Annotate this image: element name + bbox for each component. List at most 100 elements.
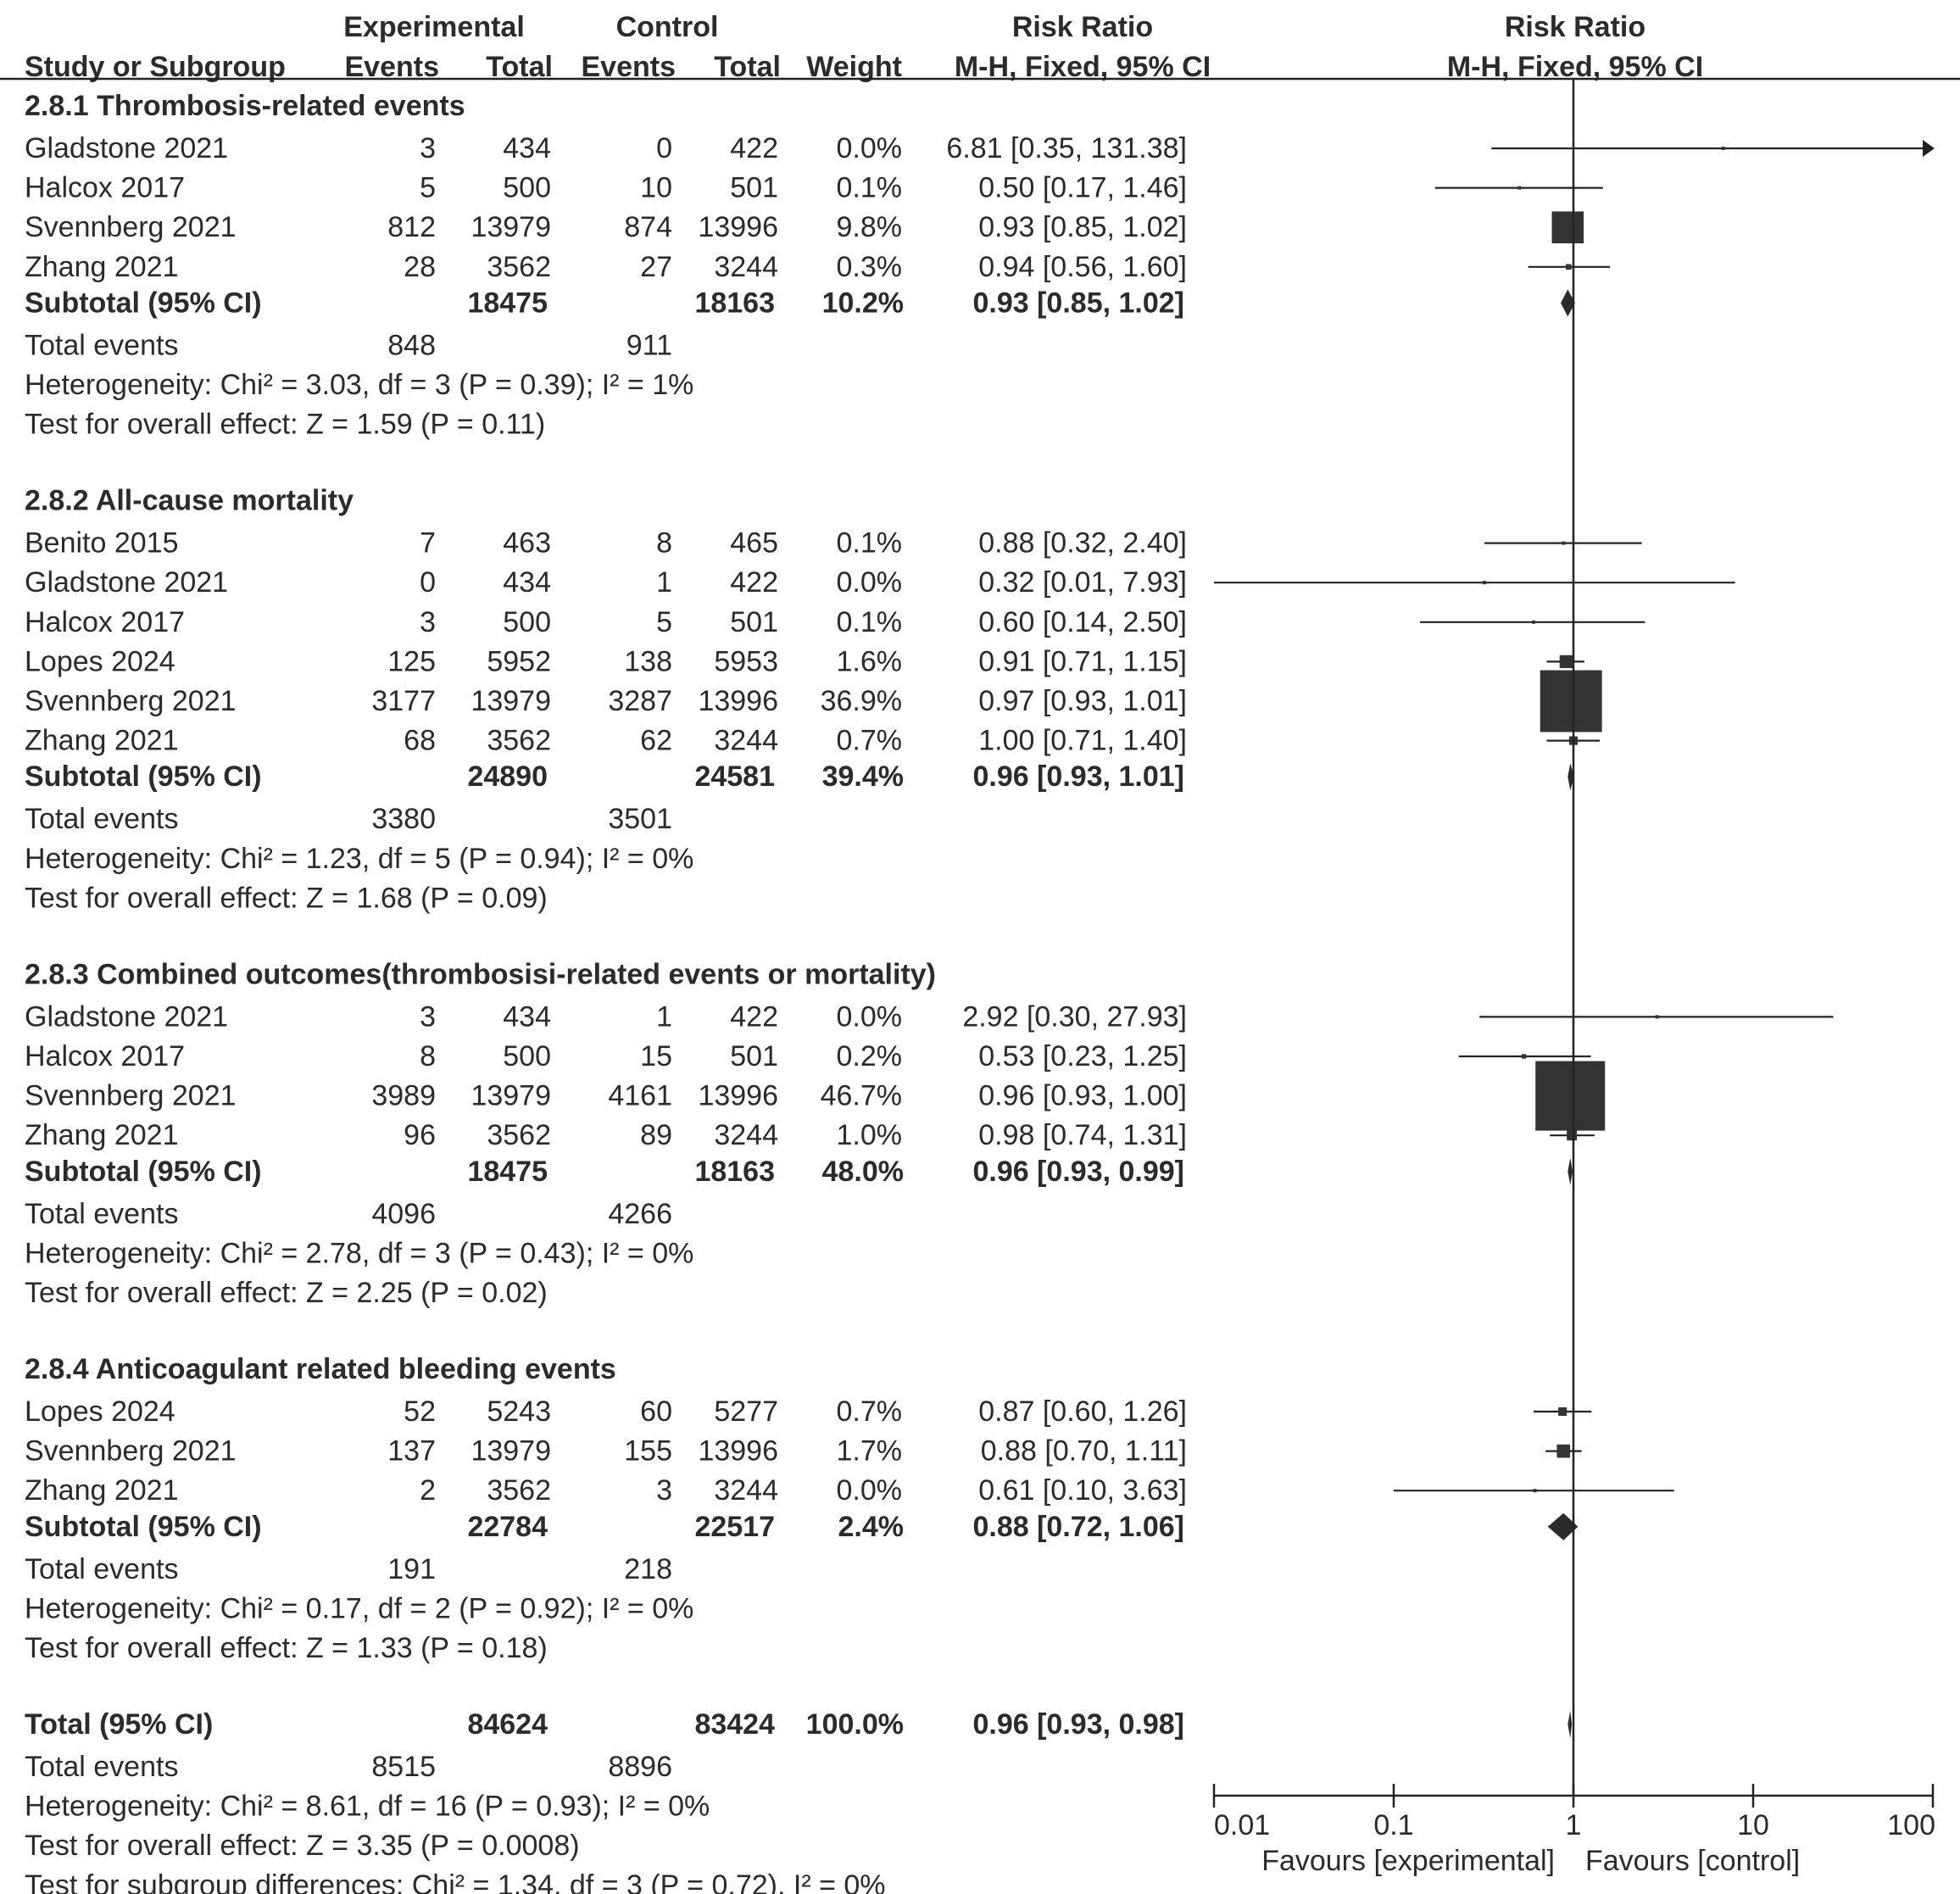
- header-weight: Weight: [806, 51, 902, 83]
- exp-total: 500: [503, 606, 551, 638]
- exp-events: 0: [420, 566, 436, 599]
- study-weight: 46.7%: [821, 1080, 902, 1112]
- heterogeneity: Heterogeneity: Chi² = 0.17, df = 2 (P = …: [25, 1592, 693, 1624]
- exp-events: 137: [387, 1435, 436, 1468]
- ctl-events: 27: [640, 251, 672, 283]
- effect-square: [1517, 186, 1522, 190]
- heterogeneity: Heterogeneity: Chi² = 3.03, df = 3 (P = …: [25, 369, 693, 401]
- ctl-total: 422: [730, 1000, 778, 1033]
- overall-effect: Test for overall effect: Z = 1.33 (P = 0…: [25, 1632, 548, 1664]
- subgroup-title: 2.8.2 All-cause mortality: [25, 485, 354, 517]
- effect-square: [1655, 1015, 1659, 1019]
- effect-square: [1533, 1489, 1537, 1493]
- study-ci: 2.92 [0.30, 27.93]: [962, 1000, 1187, 1033]
- study-name: Zhang 2021: [25, 251, 179, 283]
- subtotal-ctl-total: 18163: [694, 1156, 775, 1188]
- subtotal-exp-total: 24890: [467, 760, 548, 793]
- subtotal-ctl-total: 18163: [694, 287, 775, 319]
- subtotal-exp-total: 18475: [467, 287, 548, 319]
- overall-effect: Test for overall effect: Z = 2.25 (P = 0…: [25, 1277, 548, 1309]
- exp-events: 3: [420, 606, 436, 638]
- subtotal-weight: 39.4%: [822, 760, 904, 793]
- exp-events: 68: [404, 725, 436, 757]
- exp-total: 463: [503, 527, 551, 560]
- exp-events: 52: [404, 1395, 436, 1428]
- study-ci: 0.96 [0.93, 1.00]: [978, 1080, 1187, 1112]
- header-ctl-total: Total: [714, 51, 781, 83]
- subtotal-weight: 2.4%: [838, 1511, 905, 1543]
- subgroup-title: 2.8.3 Combined outcomes(thrombosisi-rela…: [25, 958, 936, 990]
- exp-total: 3562: [487, 1119, 551, 1151]
- ctl-events: 8: [656, 527, 672, 560]
- study-name: Lopes 2024: [25, 1395, 175, 1428]
- subtotal-label: Subtotal (95% CI): [25, 287, 262, 319]
- x-tick-label: 1: [1566, 1809, 1582, 1841]
- effect-square: [1535, 1061, 1606, 1131]
- x-tick-label: 0.1: [1373, 1809, 1413, 1841]
- ctl-total: 5277: [714, 1395, 778, 1428]
- study-ci: 0.91 [0.71, 1.15]: [978, 645, 1187, 677]
- exp-events: 3: [420, 1000, 436, 1033]
- total-weight: 100.0%: [806, 1708, 904, 1741]
- ctl-total: 13996: [698, 1435, 778, 1468]
- total-exp-total: 84624: [467, 1708, 548, 1741]
- exp-total: 434: [503, 1000, 551, 1033]
- study-weight: 1.0%: [837, 1119, 903, 1151]
- study-ci: 0.98 [0.74, 1.31]: [978, 1119, 1187, 1151]
- ctl-events: 138: [624, 645, 672, 677]
- subgroup-title: 2.8.4 Anticoagulant related bleeding eve…: [25, 1353, 616, 1385]
- exp-events: 812: [387, 211, 436, 243]
- exp-total: 13979: [471, 1080, 551, 1112]
- exp-total: 13979: [471, 1435, 551, 1468]
- study-weight: 0.1%: [837, 527, 903, 560]
- study-ci: 0.93 [0.85, 1.02]: [978, 211, 1187, 243]
- effect-square: [1531, 620, 1535, 624]
- exp-events: 3177: [371, 685, 436, 717]
- study-name: Svennberg 2021: [25, 685, 237, 717]
- exp-total: 3562: [487, 725, 551, 757]
- study-weight: 0.0%: [837, 1000, 903, 1033]
- exp-events: 8: [420, 1040, 436, 1072]
- ctl-events: 10: [640, 172, 672, 204]
- ctl-total: 501: [730, 606, 778, 638]
- study-weight: 36.9%: [821, 685, 902, 717]
- ctl-total: 3244: [714, 725, 778, 757]
- study-ci: 0.88 [0.70, 1.11]: [981, 1435, 1187, 1468]
- exp-events: 3989: [371, 1080, 436, 1112]
- heterogeneity: Heterogeneity: Chi² = 2.78, df = 3 (P = …: [25, 1237, 693, 1269]
- ctl-events: 3: [656, 1474, 672, 1507]
- exp-events: 5: [420, 172, 436, 204]
- total-events-label: Total events: [25, 1198, 178, 1230]
- study-ci: 0.87 [0.60, 1.26]: [978, 1395, 1187, 1428]
- overall-events-ctl: 8896: [608, 1751, 672, 1783]
- total-events-exp: 4096: [371, 1198, 436, 1230]
- overall-events-label: Total events: [25, 1751, 178, 1783]
- total-events-ctl: 218: [624, 1553, 672, 1585]
- total-diamond: [1567, 1711, 1573, 1738]
- ctl-total: 422: [730, 566, 778, 599]
- study-weight: 0.7%: [837, 725, 903, 757]
- exp-total: 13979: [471, 211, 551, 243]
- overall-effect: Test for overall effect: Z = 1.59 (P = 0…: [25, 409, 545, 441]
- study-ci: 0.60 [0.14, 2.50]: [978, 606, 1187, 638]
- overall-events-exp: 8515: [371, 1751, 436, 1783]
- study-ci: 6.81 [0.35, 131.38]: [946, 132, 1187, 164]
- ctl-events: 874: [624, 211, 672, 243]
- ctl-total: 501: [730, 172, 778, 204]
- study-weight: 0.1%: [837, 606, 903, 638]
- study-weight: 0.1%: [837, 172, 903, 204]
- x-tick-label: 10: [1737, 1809, 1769, 1841]
- total-events-label: Total events: [25, 329, 178, 361]
- effect-square: [1562, 541, 1566, 545]
- exp-events: 28: [404, 251, 436, 283]
- ctl-events: 4161: [608, 1080, 672, 1112]
- ctl-events: 3287: [608, 685, 672, 717]
- total-events-label: Total events: [25, 1553, 178, 1585]
- favours-control: Favours [control]: [1585, 1845, 1800, 1877]
- subgroup-differences: Test for subgroup differences: Chi² = 1.…: [25, 1869, 886, 1894]
- subtotal-ci: 0.96 [0.93, 0.99]: [972, 1156, 1184, 1188]
- ci-arrow: [1923, 140, 1935, 157]
- effect-square: [1556, 1444, 1571, 1458]
- ctl-total: 3244: [714, 1474, 778, 1507]
